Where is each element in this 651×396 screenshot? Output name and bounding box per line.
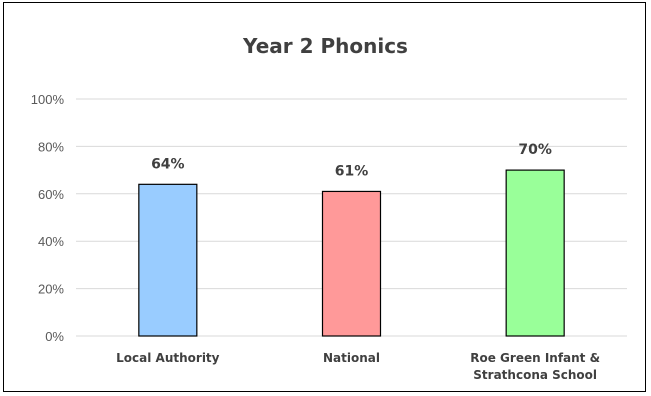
- y-tick-label: 40%: [38, 234, 64, 249]
- category-label-2: Strathcona School: [473, 368, 597, 382]
- y-tick-label: 20%: [38, 282, 64, 297]
- bars: [138, 169, 565, 337]
- bar-2: [505, 169, 565, 337]
- category-label-0: Local Authority: [116, 351, 220, 365]
- data-labels: 64% 61% 70%: [151, 142, 552, 179]
- data-label-2: 70%: [518, 142, 552, 158]
- y-tick-label: 60%: [38, 187, 64, 202]
- y-tick-label: 0%: [45, 329, 64, 344]
- data-label-1: 61%: [335, 163, 369, 179]
- bar-1: [321, 190, 382, 337]
- y-axis: 0% 20% 40% 60% 80% 100%: [31, 92, 65, 344]
- chart-title: Year 2 Phonics: [243, 34, 408, 58]
- data-label-0: 64%: [151, 156, 185, 172]
- y-tick-label: 100%: [31, 92, 65, 107]
- y-tick-label: 80%: [38, 139, 64, 154]
- bar-0: [138, 183, 198, 337]
- x-axis: Local Authority National Roe Green Infant …: [116, 351, 600, 382]
- category-label-2: Roe Green Infant &: [470, 351, 600, 365]
- category-label-1: National: [323, 351, 380, 365]
